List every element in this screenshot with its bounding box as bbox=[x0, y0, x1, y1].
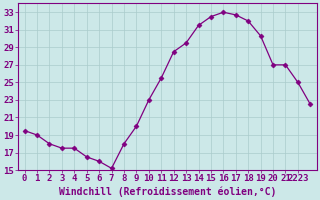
X-axis label: Windchill (Refroidissement éolien,°C): Windchill (Refroidissement éolien,°C) bbox=[59, 186, 276, 197]
